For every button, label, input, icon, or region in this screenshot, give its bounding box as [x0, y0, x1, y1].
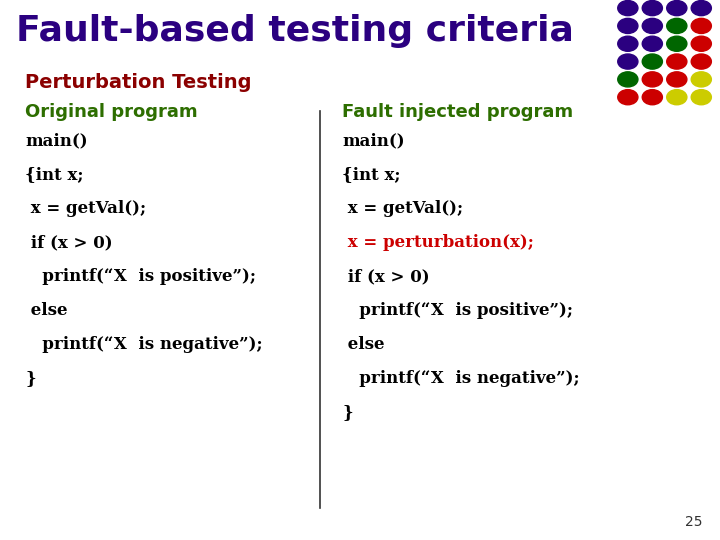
Text: Fault-based testing criteria: Fault-based testing criteria — [16, 14, 574, 48]
Circle shape — [667, 36, 687, 51]
Circle shape — [618, 54, 638, 69]
Circle shape — [642, 90, 662, 105]
Text: {int x;: {int x; — [342, 166, 400, 183]
Text: printf(“X  is positive”);: printf(“X is positive”); — [342, 302, 573, 319]
Circle shape — [691, 36, 711, 51]
Circle shape — [691, 90, 711, 105]
Text: Original program: Original program — [25, 103, 198, 120]
Circle shape — [642, 1, 662, 16]
Text: printf(“X  is negative”);: printf(“X is negative”); — [25, 336, 263, 353]
Text: }: } — [25, 370, 36, 387]
Circle shape — [618, 1, 638, 16]
Text: Fault injected program: Fault injected program — [342, 103, 573, 120]
Text: printf(“X  is positive”);: printf(“X is positive”); — [25, 268, 256, 285]
Circle shape — [691, 54, 711, 69]
Text: {int x;: {int x; — [25, 166, 84, 183]
Circle shape — [691, 1, 711, 16]
Text: else: else — [25, 302, 68, 319]
Text: printf(“X  is negative”);: printf(“X is negative”); — [342, 370, 580, 387]
Text: 25: 25 — [685, 515, 702, 529]
Text: main(): main() — [25, 132, 88, 149]
Text: x = getVal();: x = getVal(); — [25, 200, 146, 217]
Circle shape — [642, 18, 662, 33]
Text: x = getVal();: x = getVal(); — [342, 200, 463, 217]
Circle shape — [667, 18, 687, 33]
Text: if (x > 0): if (x > 0) — [342, 268, 430, 285]
Text: Perturbation Testing: Perturbation Testing — [25, 73, 252, 92]
Circle shape — [667, 90, 687, 105]
Text: if (x > 0): if (x > 0) — [25, 234, 113, 251]
Text: else: else — [342, 336, 384, 353]
Circle shape — [667, 72, 687, 87]
Circle shape — [618, 90, 638, 105]
Circle shape — [691, 72, 711, 87]
Circle shape — [618, 36, 638, 51]
Circle shape — [691, 18, 711, 33]
Circle shape — [667, 54, 687, 69]
Text: x = perturbation(x);: x = perturbation(x); — [342, 234, 534, 251]
Circle shape — [642, 36, 662, 51]
Circle shape — [667, 1, 687, 16]
Circle shape — [642, 72, 662, 87]
Text: main(): main() — [342, 132, 405, 149]
Circle shape — [618, 72, 638, 87]
Text: }: } — [342, 404, 353, 421]
Circle shape — [642, 54, 662, 69]
Circle shape — [618, 18, 638, 33]
